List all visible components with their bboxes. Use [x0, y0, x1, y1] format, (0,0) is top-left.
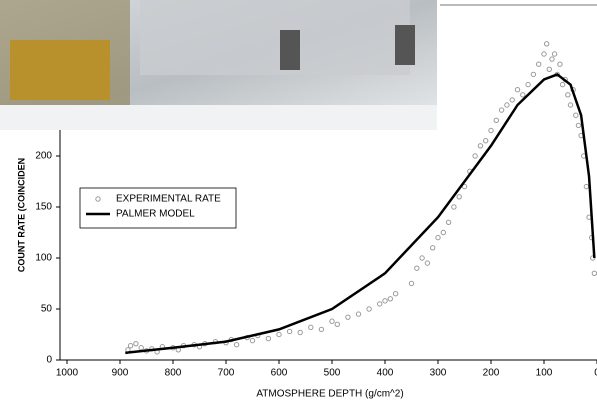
- x-tick-label: 500: [324, 368, 341, 379]
- y-tick-label: 150: [35, 202, 52, 213]
- data-point: [509, 97, 515, 103]
- data-point: [543, 41, 550, 47]
- photo-base: [0, 105, 437, 130]
- data-point: [514, 87, 521, 93]
- y-tick-label: 50: [41, 304, 53, 315]
- data-point: [318, 326, 325, 333]
- data-point: [488, 127, 494, 134]
- data-point: [387, 296, 393, 302]
- data-point: [127, 343, 134, 349]
- data-point: [493, 117, 499, 124]
- data-point: [525, 81, 531, 88]
- y-axis-label: COUNT RATE (COINCIDEN: [16, 158, 26, 272]
- x-tick-label: 100: [536, 368, 553, 379]
- data-point: [530, 71, 537, 78]
- data-point: [583, 183, 590, 190]
- data-point: [392, 291, 399, 297]
- data-point: [591, 270, 597, 276]
- y-tick-label: 100: [35, 253, 52, 264]
- photo-clamp: [395, 25, 415, 65]
- data-point: [419, 255, 425, 261]
- data-point: [472, 153, 478, 159]
- data-point: [355, 311, 362, 317]
- data-point: [265, 335, 272, 342]
- x-tick-label: 900: [112, 368, 129, 379]
- x-tick-label: 300: [430, 368, 447, 379]
- data-point: [377, 301, 383, 307]
- x-tick-label: 400: [377, 368, 394, 379]
- x-tick-label: 1000: [56, 368, 79, 379]
- legend-label: EXPERIMENTAL RATE: [116, 194, 221, 205]
- data-point: [573, 112, 579, 118]
- data-point: [456, 194, 462, 200]
- data-point: [504, 102, 510, 108]
- photo-foil: [140, 0, 410, 75]
- legend-marker: [95, 196, 101, 202]
- data-point: [575, 122, 582, 129]
- data-point: [249, 337, 256, 344]
- plot-area: ATMOSPHERE DEPTH (g/cm^2) COUNT RATE (CO…: [16, 3, 597, 400]
- x-tick-label: 200: [483, 368, 500, 379]
- x-tick-label: 0: [594, 368, 597, 379]
- x-tick-label: 700: [218, 368, 235, 379]
- data-point: [520, 92, 526, 98]
- photo-clamp: [280, 30, 300, 70]
- data-point: [329, 318, 335, 324]
- model-line: [125, 72, 596, 355]
- legend: [79, 187, 237, 229]
- data-point: [440, 229, 446, 236]
- photo-brass-block: [10, 40, 110, 100]
- data-point: [133, 340, 139, 347]
- data-point: [541, 51, 547, 57]
- data-point: [567, 102, 574, 108]
- data-point: [430, 245, 436, 251]
- data-point: [559, 81, 566, 88]
- y-tick-label: 0: [46, 355, 52, 366]
- data-point: [498, 107, 505, 113]
- x-tick-label: 600: [271, 368, 288, 379]
- x-axis-label: ATMOSPHERE DEPTH (g/cm^2): [256, 389, 403, 400]
- data-point: [445, 219, 452, 226]
- data-point: [549, 56, 555, 62]
- data-point: [461, 183, 468, 190]
- data-point: [536, 61, 542, 67]
- data-point: [477, 143, 484, 149]
- data-point: [345, 314, 351, 320]
- data-point: [483, 138, 489, 144]
- data-point: [382, 298, 388, 304]
- data-point: [424, 260, 431, 266]
- x-tick-label: 800: [165, 368, 182, 379]
- data-point: [286, 328, 293, 335]
- data-point: [451, 204, 457, 210]
- data-point: [233, 342, 240, 348]
- legend-label: PALMER MODEL: [116, 209, 195, 220]
- data-point: [408, 280, 415, 287]
- data-point: [590, 255, 596, 261]
- data-point: [297, 329, 303, 336]
- data-point: [414, 265, 420, 271]
- data-point: [276, 331, 282, 338]
- data-point: [546, 66, 552, 73]
- y-tick-label: 200: [35, 151, 52, 162]
- data-point: [435, 234, 441, 241]
- data-point: [334, 321, 340, 327]
- data-point: [366, 306, 372, 312]
- data-point: [308, 324, 314, 331]
- data-point: [565, 92, 571, 98]
- photo: [0, 0, 597, 130]
- data-point: [138, 345, 144, 351]
- data-point: [557, 61, 563, 67]
- data-point: [551, 51, 558, 57]
